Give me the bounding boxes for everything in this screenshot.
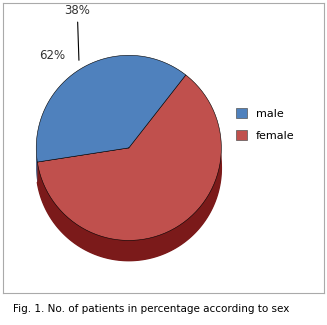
Text: Fig. 1. No. of patients in percentage according to sex: Fig. 1. No. of patients in percentage ac… <box>13 304 289 314</box>
Polygon shape <box>36 149 37 182</box>
Polygon shape <box>37 75 221 240</box>
Polygon shape <box>37 95 221 261</box>
Polygon shape <box>37 149 221 261</box>
Text: 38%: 38% <box>64 4 90 60</box>
Legend: male, female: male, female <box>233 105 298 144</box>
Text: 62%: 62% <box>39 49 65 62</box>
Polygon shape <box>36 55 186 162</box>
Polygon shape <box>37 148 129 182</box>
